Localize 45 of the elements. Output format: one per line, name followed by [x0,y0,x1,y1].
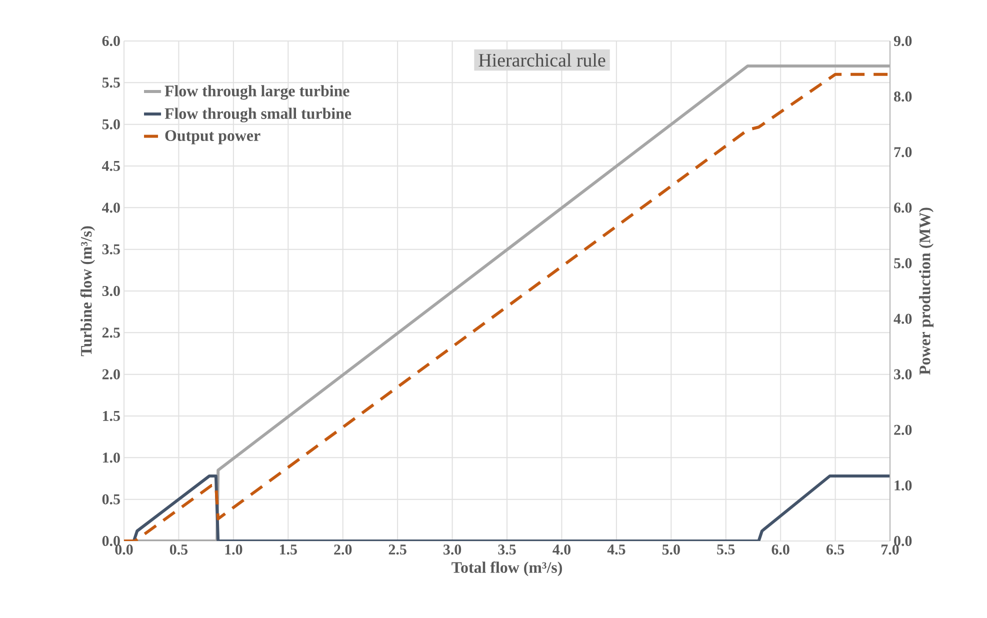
x-tick-label: 3.5 [498,544,516,555]
y-tick-label: 2.0 [102,369,120,380]
y2-tick-label: 5.0 [894,258,912,268]
y2-tick-label: 9.0 [894,36,912,46]
legend-label: Output power [165,130,260,144]
y2-tick-label: 8.0 [894,91,912,102]
x-tick-label: 5.5 [717,544,735,555]
y2-tick-label: 0.0 [894,536,912,546]
x-tick-label: 1.0 [225,544,242,555]
y-tick-label: 5.5 [102,78,120,88]
y-tick-label: 1.5 [103,410,120,422]
y-tick-label: 2.5 [102,328,120,338]
text: Hierarchical rule [478,53,606,67]
x-tick-label: 7.0 [882,544,899,555]
x-tick-label: 6.0 [772,544,790,555]
y2-tick-label: 6.0 [894,202,912,213]
y-tick-label: 0.0 [102,536,120,546]
y-tick-label: 4.0 [102,202,120,213]
x-tick-label: 4.0 [552,544,570,555]
x-tick-label: 3.0 [444,544,462,555]
y-tick-label: 3.0 [102,286,120,296]
x-tick-label: 2.5 [388,544,406,555]
x-tick-label: 1.5 [280,544,297,555]
y2-tick-label: 4.0 [894,314,912,324]
y2-tick-label: 7.0 [894,147,912,158]
x-tick-label: 0.0 [115,544,133,555]
y-tick-label: 1.0 [103,452,120,463]
legend-label: Flow through small turbine [164,108,352,122]
y2-tick-label: 2.0 [894,424,912,435]
x-tick-label: 5.0 [662,544,680,555]
y2-tick-label: 1.0 [894,480,912,491]
x-tick-label: 0.5 [170,544,188,555]
x-tick-label: 6.5 [826,544,844,555]
y-tick-label: 4.5 [102,160,120,172]
y-tick-label: 5.0 [102,119,120,130]
y-tick-label: 0.5 [102,494,120,504]
y2-axis-title: Power production (MW) [919,208,934,375]
y-tick-label: 3.5 [102,244,120,254]
y2-tick-label: 3.0 [894,369,912,380]
x-tick-label: 2.0 [334,544,352,555]
y-axis-title: Turbine flow (m³/s) [80,226,95,356]
y-tick-label: 6.0 [102,36,120,46]
x-tick-label: 4.5 [607,544,626,555]
x-axis-title: Total flow (m³/s) [452,562,562,576]
legend-label: Flow through large turbine [164,85,350,100]
